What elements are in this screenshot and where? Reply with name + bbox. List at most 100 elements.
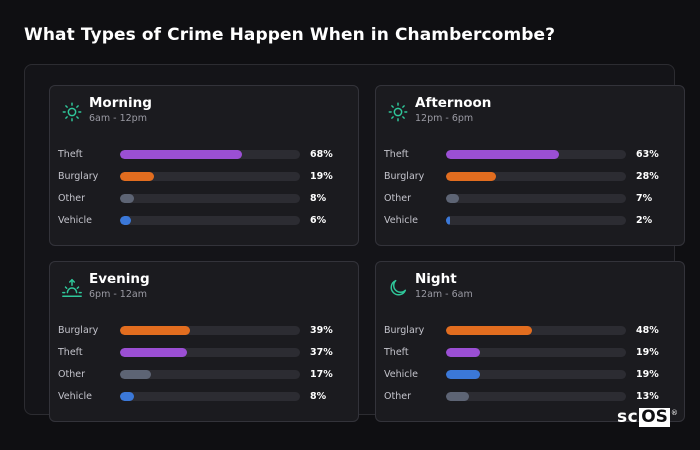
bar-value-label: 28% <box>636 171 659 182</box>
bar <box>446 326 533 335</box>
card-heading: Morning 6am - 12pm <box>89 94 152 125</box>
bar <box>120 172 155 181</box>
bar-track <box>446 370 626 379</box>
bar-value-label: 13% <box>636 391 659 402</box>
card-title: Evening <box>89 271 150 287</box>
logo-sc-text: sc <box>617 407 639 427</box>
card-time-range: 6pm - 12am <box>89 289 147 300</box>
bar-row-other: Other 13% <box>384 388 674 410</box>
bar-row-burglary: Burglary 39% <box>58 322 348 344</box>
bar-row-theft: Theft 63% <box>384 146 674 168</box>
card-time-range: 12am - 6am <box>415 289 473 300</box>
bar-row-other: Other 7% <box>384 190 674 212</box>
card-morning: Morning 6am - 12pm Theft 68% Burglary 19% Othe… <box>49 85 359 246</box>
bar-value-label: 17% <box>310 369 333 380</box>
bar-value-label: 63% <box>636 149 659 160</box>
logo-registered-mark: ® <box>670 409 678 417</box>
card-evening: Evening 6pm - 12am Burglary 39% Theft 37% Othe… <box>49 261 359 422</box>
bar-track <box>120 392 300 401</box>
card-header: Afternoon 12pm - 6pm <box>387 94 491 125</box>
card-time-range: 12pm - 6pm <box>415 113 474 124</box>
bar-row-other: Other 17% <box>58 366 348 388</box>
bar-list: Theft 68% Burglary 19% Other 8% Vehicle 6% <box>58 146 348 234</box>
bar <box>446 216 450 225</box>
page-title: What Types of Crime Happen When in Chamb… <box>24 25 556 45</box>
card-title: Morning <box>89 95 152 111</box>
bar-label: Other <box>384 391 411 402</box>
bar <box>120 194 135 203</box>
bar-label: Burglary <box>58 171 99 182</box>
sun-icon <box>61 101 83 123</box>
bar-row-theft: Theft 19% <box>384 344 674 366</box>
card-title: Night <box>415 271 457 287</box>
bar-row-burglary: Burglary 48% <box>384 322 674 344</box>
bar-track <box>120 348 300 357</box>
bar-value-label: 48% <box>636 325 659 336</box>
card-heading: Afternoon 12pm - 6pm <box>415 94 491 125</box>
bar <box>446 150 560 159</box>
bar-label: Vehicle <box>58 391 92 402</box>
bar-label: Theft <box>384 347 409 358</box>
bar <box>446 194 459 203</box>
card-night: Night 12am - 6am Burglary 48% Theft 19% Vehicl… <box>375 261 685 422</box>
bar-value-label: 37% <box>310 347 333 358</box>
bar-track <box>446 326 626 335</box>
bar <box>120 326 191 335</box>
card-header: Evening 6pm - 12am <box>61 270 150 301</box>
card-heading: Night 12am - 6am <box>415 270 473 301</box>
bar <box>120 392 135 401</box>
bar-track <box>446 348 626 357</box>
bar-track <box>446 194 626 203</box>
bar-label: Other <box>58 193 85 204</box>
bar-track <box>120 326 300 335</box>
bar-row-theft: Theft 37% <box>58 344 348 366</box>
bar <box>446 392 470 401</box>
bar-list: Burglary 39% Theft 37% Other 17% Vehicle 8% <box>58 322 348 410</box>
bar-track <box>446 216 626 225</box>
bar-track <box>120 194 300 203</box>
bar-track <box>120 150 300 159</box>
bar-label: Burglary <box>384 325 425 336</box>
bar-row-vehicle: Vehicle 8% <box>58 388 348 410</box>
bar-value-label: 39% <box>310 325 333 336</box>
bar-row-vehicle: Vehicle 6% <box>58 212 348 234</box>
bar-label: Vehicle <box>58 215 92 226</box>
bar-row-other: Other 8% <box>58 190 348 212</box>
bar-value-label: 68% <box>310 149 333 160</box>
bar <box>446 370 481 379</box>
sunset-icon <box>61 277 83 299</box>
sun-icon <box>387 101 409 123</box>
bar-label: Other <box>384 193 411 204</box>
card-heading: Evening 6pm - 12am <box>89 270 150 301</box>
card-header: Night 12am - 6am <box>387 270 473 301</box>
bar-value-label: 8% <box>310 193 327 204</box>
bar-label: Vehicle <box>384 369 418 380</box>
bar-row-vehicle: Vehicle 19% <box>384 366 674 388</box>
bar-label: Theft <box>58 149 83 160</box>
bar-row-burglary: Burglary 19% <box>58 168 348 190</box>
bar <box>120 216 131 225</box>
bar-row-vehicle: Vehicle 2% <box>384 212 674 234</box>
bar-label: Theft <box>384 149 409 160</box>
bar <box>446 172 497 181</box>
bar-label: Vehicle <box>384 215 418 226</box>
bar-track <box>446 150 626 159</box>
bar-value-label: 2% <box>636 215 653 226</box>
bar-value-label: 19% <box>636 369 659 380</box>
bar-track <box>446 392 626 401</box>
bar-value-label: 19% <box>636 347 659 358</box>
bar <box>120 348 187 357</box>
bar-track <box>120 370 300 379</box>
moon-icon <box>387 277 409 299</box>
bar <box>446 348 481 357</box>
bar-label: Theft <box>58 347 83 358</box>
bar-value-label: 6% <box>310 215 327 226</box>
bar-track <box>120 172 300 181</box>
card-time-range: 6am - 12pm <box>89 113 147 124</box>
card-header: Morning 6am - 12pm <box>61 94 152 125</box>
bar-track <box>120 216 300 225</box>
bar-label: Other <box>58 369 85 380</box>
bar <box>120 150 243 159</box>
scos-logo: sc OS ® <box>617 407 678 427</box>
bar-row-burglary: Burglary 28% <box>384 168 674 190</box>
